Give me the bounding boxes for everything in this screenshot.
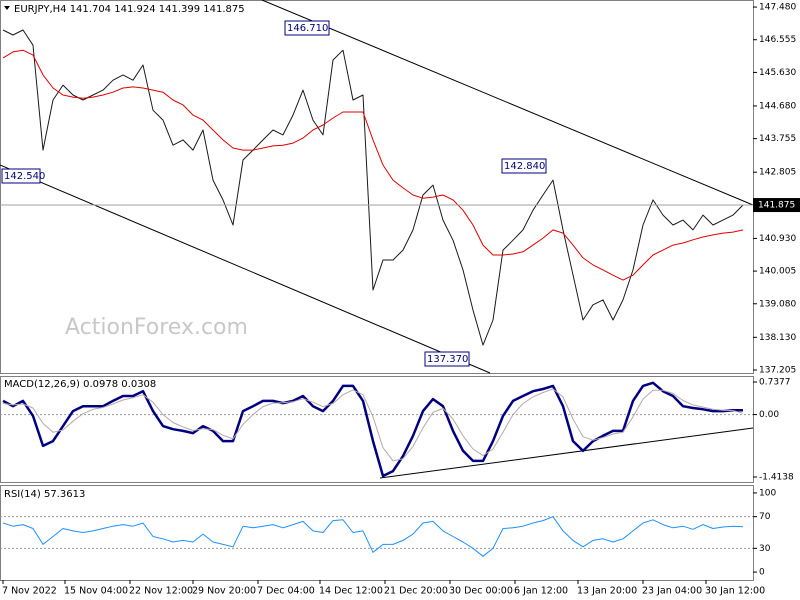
x-tick-label: 14 Dec 12:00 (319, 586, 383, 597)
channel-lower (0, 164, 491, 374)
y-tick-label: 140.930 (759, 234, 796, 244)
annotation: 142.840 (504, 161, 545, 172)
y-tick-label: 140.005 (759, 267, 796, 277)
series-line (2, 516, 744, 557)
macd-trendline (379, 427, 754, 479)
x-tick-label: 23 Jan 04:00 (642, 586, 702, 597)
macd-title: MACD(12,26,9) 0.0978 0.0308 (4, 379, 156, 390)
header-icon (4, 6, 10, 10)
y-tick-label: 146.555 (759, 35, 796, 45)
x-tick-label: 6 Jan 12:00 (514, 586, 568, 597)
x-tick-label: 30 Jan 12:00 (705, 586, 765, 597)
annotation-box (501, 158, 547, 174)
annotation-box (424, 351, 470, 367)
y-tick-label: 142.805 (759, 168, 796, 178)
last-price-box (753, 198, 800, 213)
price-panel (0, 0, 754, 374)
y-tick-label: 145.630 (759, 68, 796, 78)
x-tick-label: 15 Nov 04:00 (64, 586, 128, 597)
x-tick-label: 7 Dec 04:00 (257, 586, 315, 597)
y-tick-label: 0.7377 (759, 378, 791, 388)
x-tick-label: 29 Nov 20:00 (192, 586, 256, 597)
x-tick-label: 13 Jan 20:00 (577, 586, 637, 597)
rsi-title: RSI(14) 57.3613 (4, 489, 85, 500)
y-tick-label: 100 (759, 488, 776, 498)
annotation-box (1, 168, 41, 184)
macd-panel (0, 376, 754, 483)
annotation-box (284, 20, 330, 36)
x-tick-label: 22 Nov 12:00 (129, 586, 193, 597)
y-tick-label: 139.080 (759, 299, 796, 309)
annotation: 142.540 (4, 171, 45, 182)
x-tick-label: 21 Dec 20:00 (384, 586, 448, 597)
annotation: 146.710 (287, 23, 328, 34)
y-tick-label: 70 (759, 512, 771, 522)
watermark: ActionForex.com (65, 315, 248, 340)
y-tick-label: 138.130 (759, 333, 796, 343)
annotation: 137.370 (427, 354, 468, 365)
x-tick-label: 30 Dec 00:00 (449, 586, 513, 597)
y-tick-label: 137.205 (759, 365, 796, 375)
series-line (2, 49, 744, 281)
x-tick-label: 7 Nov 2022 (2, 586, 57, 597)
chart-title: EURJPY,H4 141.704 141.924 141.399 141.87… (14, 4, 245, 15)
y-tick-label: 0 (759, 568, 765, 578)
y-tick-label: 30 (759, 544, 771, 554)
rsi-panel (0, 485, 754, 581)
y-tick-label: 143.755 (759, 134, 796, 144)
series-line (2, 29, 744, 346)
y-tick-label: 147.480 (759, 3, 796, 13)
last-price-label: 141.875 (758, 201, 795, 211)
y-tick-label: 144.680 (759, 101, 796, 111)
channel-upper (261, 0, 754, 206)
series-line (2, 381, 744, 478)
series-line (2, 388, 744, 462)
y-tick-label: 0.00 (759, 410, 779, 420)
y-tick-label: -1.4138 (759, 473, 794, 483)
